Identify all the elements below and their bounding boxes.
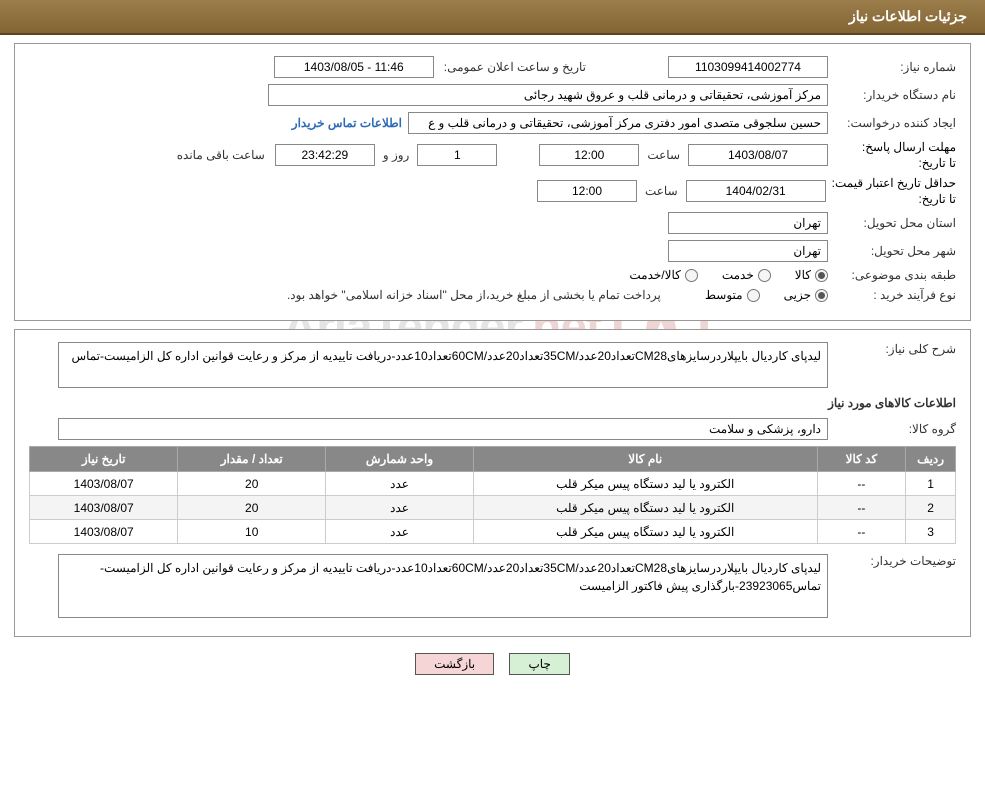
cell-code: -- xyxy=(817,472,906,496)
announce-field[interactable] xyxy=(274,56,434,78)
cell-index: 2 xyxy=(906,496,956,520)
category-label: طبقه بندی موضوعی: xyxy=(834,268,956,282)
table-row: 1--الکترود یا لید دستگاه پیس میکر قلبعدد… xyxy=(30,472,956,496)
validity-date-field[interactable] xyxy=(686,180,826,202)
th-code: کد کالا xyxy=(817,447,906,472)
group-label: گروه کالا: xyxy=(834,422,956,436)
print-button[interactable]: چاپ xyxy=(509,653,569,675)
buyer-org-label: نام دستگاه خریدار: xyxy=(834,88,956,102)
cell-date: 1403/08/07 xyxy=(30,520,178,544)
radio-service[interactable]: خدمت xyxy=(722,268,771,282)
radio-service-label: خدمت xyxy=(722,268,754,282)
time-label-2: ساعت xyxy=(643,184,680,198)
remaining-days-field[interactable] xyxy=(417,144,497,166)
radio-minor[interactable]: جزیی xyxy=(784,288,828,302)
th-name: نام کالا xyxy=(473,447,817,472)
deadline-label: مهلت ارسال پاسخ: xyxy=(834,140,956,154)
payment-note: پرداخت تمام یا بخشی از مبلغ خرید،از محل … xyxy=(287,288,661,302)
cell-code: -- xyxy=(817,496,906,520)
cell-qty: 10 xyxy=(178,520,326,544)
page-title: جزئیات اطلاعات نیاز xyxy=(849,8,967,24)
delivery-city-field[interactable] xyxy=(668,240,828,262)
announce-label: تاریخ و ساعت اعلان عمومی: xyxy=(440,60,586,74)
radio-both-label: کالا/خدمت xyxy=(629,268,680,282)
th-date: تاریخ نیاز xyxy=(30,447,178,472)
time-label-1: ساعت xyxy=(645,148,682,162)
delivery-province-field[interactable] xyxy=(668,212,828,234)
button-bar: چاپ بازگشت xyxy=(0,643,985,685)
purchase-type-label: نوع فرآیند خرید : xyxy=(834,288,956,302)
cell-index: 1 xyxy=(906,472,956,496)
remaining-clock-field[interactable] xyxy=(275,144,375,166)
need-no-label: شماره نیاز: xyxy=(834,60,956,74)
cell-name: الکترود یا لید دستگاه پیس میکر قلب xyxy=(473,520,817,544)
info-panel: شماره نیاز: تاریخ و ساعت اعلان عمومی: نا… xyxy=(14,43,971,321)
delivery-province-label: استان محل تحویل: xyxy=(834,216,956,230)
deadline-time-field[interactable] xyxy=(539,144,639,166)
radio-medium-label: متوسط xyxy=(705,288,743,302)
need-summary-field[interactable] xyxy=(58,342,828,388)
goods-table: ردیف کد کالا نام کالا واحد شمارش تعداد /… xyxy=(29,446,956,544)
validity-time-field[interactable] xyxy=(537,180,637,202)
group-field[interactable] xyxy=(58,418,828,440)
cell-date: 1403/08/07 xyxy=(30,472,178,496)
requester-field[interactable] xyxy=(408,112,828,134)
radio-dot-icon xyxy=(685,269,698,282)
radio-dot-icon xyxy=(747,289,760,302)
page-title-bar: جزئیات اطلاعات نیاز xyxy=(0,0,985,35)
th-qty: تعداد / مقدار xyxy=(178,447,326,472)
buyer-org-field[interactable] xyxy=(268,84,828,106)
need-summary-label: شرح کلی نیاز: xyxy=(834,342,956,356)
buyer-contact-link[interactable]: اطلاعات تماس خریدار xyxy=(292,116,402,130)
requester-label: ایجاد کننده درخواست: xyxy=(834,116,956,130)
day-and-label: روز و xyxy=(381,148,412,162)
cell-date: 1403/08/07 xyxy=(30,496,178,520)
delivery-city-label: شهر محل تحویل: xyxy=(834,244,956,258)
validity-sub-label: تا تاریخ: xyxy=(832,192,956,206)
details-panel: شرح کلی نیاز: اطلاعات کالاهای مورد نیاز … xyxy=(14,329,971,637)
need-no-field[interactable] xyxy=(668,56,828,78)
cell-unit: عدد xyxy=(326,496,474,520)
radio-both[interactable]: کالا/خدمت xyxy=(629,268,697,282)
table-row: 3--الکترود یا لید دستگاه پیس میکر قلبعدد… xyxy=(30,520,956,544)
cell-name: الکترود یا لید دستگاه پیس میکر قلب xyxy=(473,496,817,520)
th-unit: واحد شمارش xyxy=(326,447,474,472)
radio-medium[interactable]: متوسط xyxy=(705,288,760,302)
radio-minor-label: جزیی xyxy=(784,288,811,302)
cell-unit: عدد xyxy=(326,520,474,544)
radio-dot-icon xyxy=(815,289,828,302)
deadline-date-field[interactable] xyxy=(688,144,828,166)
cell-unit: عدد xyxy=(326,472,474,496)
goods-section-title: اطلاعات کالاهای مورد نیاز xyxy=(29,396,956,410)
back-button[interactable]: بازگشت xyxy=(415,653,494,675)
table-row: 2--الکترود یا لید دستگاه پیس میکر قلبعدد… xyxy=(30,496,956,520)
cell-index: 3 xyxy=(906,520,956,544)
th-index: ردیف xyxy=(906,447,956,472)
buyer-notes-label: توضیحات خریدار: xyxy=(834,554,956,568)
remaining-suffix: ساعت باقی مانده xyxy=(177,148,269,162)
cell-name: الکترود یا لید دستگاه پیس میکر قلب xyxy=(473,472,817,496)
cell-code: -- xyxy=(817,520,906,544)
radio-goods-label: کالا xyxy=(795,268,811,282)
cell-qty: 20 xyxy=(178,472,326,496)
buyer-notes-field[interactable] xyxy=(58,554,828,618)
radio-goods[interactable]: کالا xyxy=(795,268,828,282)
deadline-sub-label: تا تاریخ: xyxy=(834,156,956,170)
radio-dot-icon xyxy=(758,269,771,282)
validity-label: حداقل تاریخ اعتبار قیمت: xyxy=(832,176,956,190)
radio-dot-icon xyxy=(815,269,828,282)
cell-qty: 20 xyxy=(178,496,326,520)
